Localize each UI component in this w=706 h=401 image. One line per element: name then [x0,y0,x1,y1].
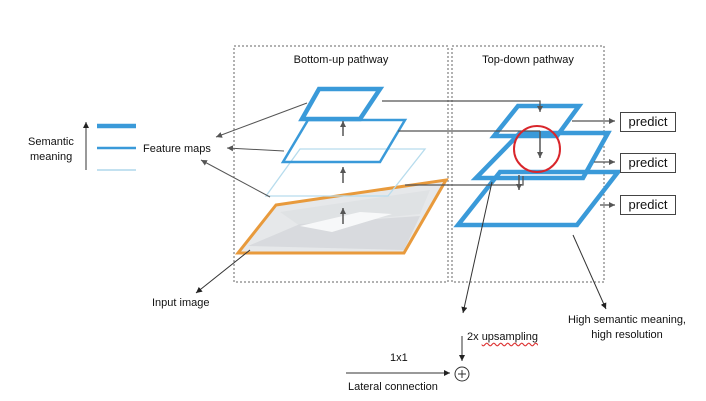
input-image-label: Input image [152,297,210,309]
bottom-up-title: Bottom-up pathway [293,54,389,66]
highlight-circle [513,125,561,173]
high-semantic-label-1: High semantic meaning, [567,314,686,326]
top-down-section-box [451,45,605,283]
feature-map-level-2 [280,118,408,164]
lateral-connection-label: Lateral connection [348,381,438,393]
feature-map-level-3 [298,86,385,122]
top-down-map-3 [453,169,623,228]
upsampling-pointer [461,181,493,314]
fm-pointer-1 [215,102,308,138]
top-down-title: Top-down pathway [482,54,574,66]
fm-pointer-2 [226,145,285,152]
feature-maps-label: Feature maps [143,143,211,155]
lateral-arrow-low [405,176,524,186]
semantic-meaning-label-1: Semantic [28,136,74,148]
lateral-arrow-top [382,100,543,112]
high-semantic-label-2: high resolution [591,329,663,341]
semantic-meaning-label-2: meaning [30,151,73,163]
predict-box-3: predict [620,195,676,215]
predict-box-2: predict [620,153,676,173]
upsampling-label: 2x upsampling [467,331,538,343]
high-semantic-pointer [572,234,607,310]
predict-box-1: predict [620,112,676,132]
fm-pointer-3 [200,159,271,198]
one-by-one-label: 1x1 [390,352,408,364]
feature-map-level-1 [264,148,427,197]
input-image-pointer [195,249,251,294]
top-down-map-2 [470,130,612,181]
bottom-up-section-box [233,45,449,283]
